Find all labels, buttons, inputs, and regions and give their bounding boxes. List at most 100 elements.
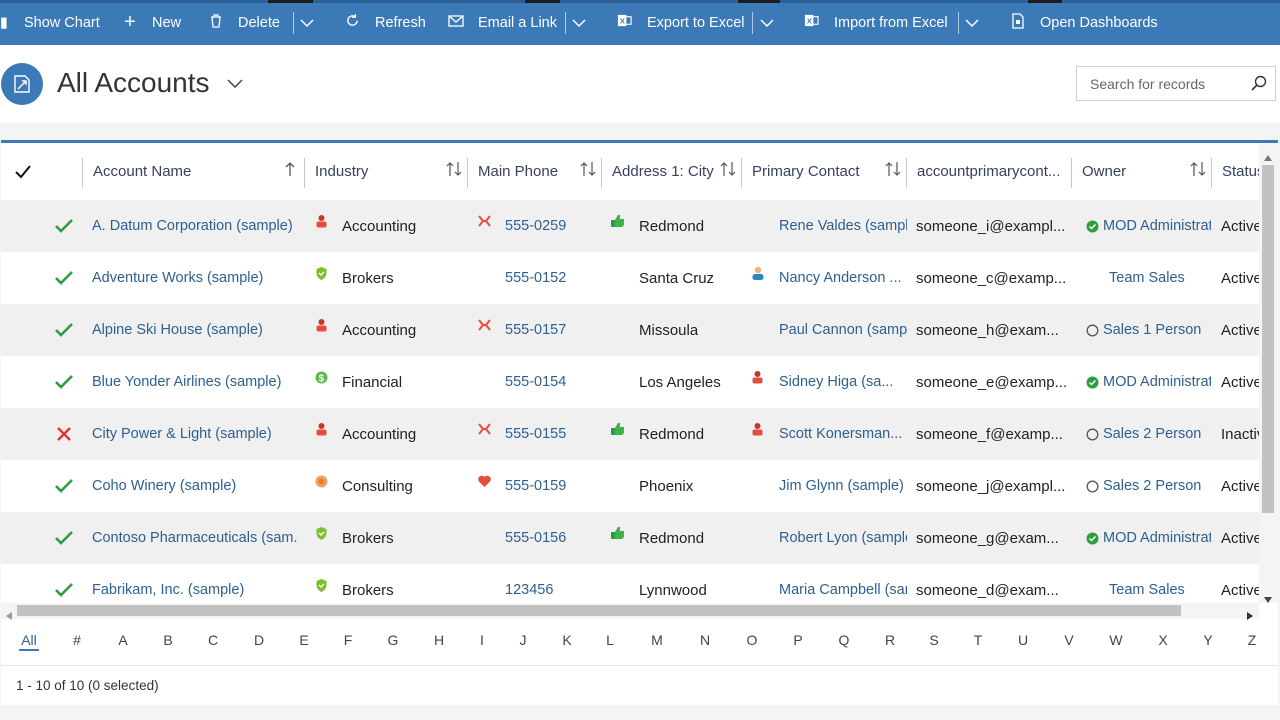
- horizontal-scroll-thumb[interactable]: [17, 605, 1181, 616]
- column-header-account-name[interactable]: Account Name: [93, 143, 293, 200]
- jump-l[interactable]: L: [606, 632, 614, 648]
- scroll-down-arrow-icon[interactable]: [1264, 590, 1272, 606]
- account-name-link[interactable]: Alpine Ski House (sample): [92, 322, 263, 338]
- jump-w[interactable]: W: [1109, 632, 1123, 648]
- owner-link[interactable]: Team Sales: [1109, 270, 1185, 286]
- table-row[interactable]: City Power & Light (sample) Accounting 5…: [1, 408, 1259, 460]
- primary-contact-link[interactable]: Jim Glynn (sample): [779, 478, 904, 494]
- jump-r[interactable]: R: [884, 632, 896, 648]
- table-row[interactable]: Adventure Works (sample) Brokers 555-015…: [1, 252, 1259, 304]
- account-name-link[interactable]: Contoso Pharmaceuticals (sam...: [92, 530, 297, 546]
- jump-p[interactable]: P: [793, 632, 803, 648]
- scroll-up-arrow-icon[interactable]: [1264, 148, 1272, 164]
- primary-contact-link[interactable]: Robert Lyon (sample: [779, 530, 907, 546]
- sort-ascending-icon[interactable]: [285, 161, 295, 180]
- jump-o[interactable]: O: [746, 632, 758, 648]
- owner-link[interactable]: Team Sales: [1109, 582, 1185, 598]
- email-more-chevron-icon[interactable]: [572, 0, 586, 45]
- jump-all[interactable]: All: [19, 632, 39, 651]
- scroll-right-arrow-icon[interactable]: [1247, 607, 1253, 623]
- jump-i[interactable]: I: [480, 632, 484, 648]
- sort-icon[interactable]: [580, 161, 596, 180]
- show-chart-button[interactable]: ▮ Show Chart: [0, 0, 100, 45]
- delete-more-chevron-icon[interactable]: [300, 0, 314, 45]
- column-header-primary-contact[interactable]: Primary Contact: [752, 143, 877, 200]
- owner-link[interactable]: MOD Administrat: [1103, 374, 1211, 390]
- table-row[interactable]: Fabrikam, Inc. (sample) Brokers 123456 L…: [1, 564, 1259, 603]
- jump-g[interactable]: G: [387, 632, 399, 648]
- jump-h[interactable]: H: [433, 632, 445, 648]
- horizontal-scrollbar[interactable]: [1, 603, 1259, 620]
- account-name-link[interactable]: Blue Yonder Airlines (sample): [92, 374, 282, 390]
- table-row[interactable]: Coho Winery (sample) Consulting 555-0159…: [1, 460, 1259, 512]
- column-header-industry[interactable]: Industry: [315, 143, 445, 200]
- sort-icon[interactable]: [720, 161, 736, 180]
- vertical-scroll-thumb[interactable]: [1262, 165, 1274, 513]
- column-header-owner[interactable]: Owner: [1082, 143, 1182, 200]
- jump-k[interactable]: K: [562, 632, 572, 648]
- account-name-link[interactable]: Coho Winery (sample): [92, 478, 237, 494]
- table-row[interactable]: Blue Yonder Airlines (sample) $ Financia…: [1, 356, 1259, 408]
- column-header-main-phone[interactable]: Main Phone: [478, 143, 578, 200]
- jump-x[interactable]: X: [1158, 632, 1168, 648]
- new-button[interactable]: + New: [122, 0, 181, 45]
- scroll-left-arrow-icon[interactable]: [6, 607, 12, 623]
- column-header-status[interactable]: Status: [1222, 143, 1259, 200]
- jump-hash[interactable]: #: [73, 632, 81, 648]
- refresh-button[interactable]: Refresh: [344, 0, 426, 45]
- phone-link[interactable]: 555-0152: [505, 270, 567, 286]
- account-name-link[interactable]: Adventure Works (sample): [92, 270, 264, 286]
- select-all-checkbox[interactable]: [15, 143, 31, 200]
- primary-contact-link[interactable]: Nancy Anderson ...: [779, 270, 902, 286]
- owner-link[interactable]: Sales 1 Person: [1103, 322, 1202, 338]
- phone-link[interactable]: 555-0155: [505, 426, 567, 442]
- phone-link[interactable]: 555-0156: [505, 530, 567, 546]
- jump-n[interactable]: N: [699, 632, 711, 648]
- table-row[interactable]: Alpine Ski House (sample) Accounting 555…: [1, 304, 1259, 356]
- search-input[interactable]: [1077, 67, 1237, 100]
- export-excel-button[interactable]: X Export to Excel: [616, 0, 745, 45]
- phone-link[interactable]: 123456: [505, 582, 554, 598]
- jump-c[interactable]: C: [207, 632, 219, 648]
- column-header-contact-email[interactable]: accountprimarycont...: [917, 143, 1067, 200]
- email-link-button[interactable]: Email a Link: [448, 0, 557, 45]
- jump-e[interactable]: E: [299, 632, 309, 648]
- primary-contact-link[interactable]: Sidney Higa (sa...: [779, 374, 894, 390]
- sort-icon[interactable]: [885, 161, 901, 180]
- owner-link[interactable]: MOD Administrat: [1103, 530, 1211, 546]
- import-more-chevron-icon[interactable]: [965, 0, 979, 45]
- phone-link[interactable]: 555-0259: [505, 218, 567, 234]
- jump-j[interactable]: J: [519, 632, 527, 648]
- import-excel-button[interactable]: X Import from Excel: [803, 0, 948, 45]
- sort-icon[interactable]: [446, 161, 462, 180]
- delete-button[interactable]: Delete: [208, 0, 280, 45]
- primary-contact-link[interactable]: Scott Konersman...: [779, 426, 903, 442]
- account-name-link[interactable]: Fabrikam, Inc. (sample): [92, 582, 245, 598]
- open-dashboards-button[interactable]: Open Dashboards: [1010, 0, 1158, 45]
- view-selector-chevron-icon[interactable]: [227, 75, 243, 91]
- jump-t[interactable]: T: [973, 632, 983, 648]
- jump-f[interactable]: F: [343, 632, 353, 648]
- jump-s[interactable]: S: [929, 632, 939, 648]
- jump-q[interactable]: Q: [838, 632, 850, 648]
- owner-link[interactable]: Sales 2 Person: [1103, 426, 1202, 442]
- jump-m[interactable]: M: [651, 632, 663, 648]
- jump-u[interactable]: U: [1017, 632, 1029, 648]
- primary-contact-link[interactable]: Maria Campbell (sam: [779, 582, 907, 598]
- account-name-link[interactable]: A. Datum Corporation (sample): [92, 218, 293, 234]
- owner-link[interactable]: Sales 2 Person: [1103, 478, 1202, 494]
- export-more-chevron-icon[interactable]: [760, 0, 774, 45]
- primary-contact-link[interactable]: Rene Valdes (sample: [779, 218, 907, 234]
- sort-icon[interactable]: [1190, 161, 1206, 180]
- jump-y[interactable]: Y: [1203, 632, 1213, 648]
- jump-d[interactable]: D: [253, 632, 265, 648]
- phone-link[interactable]: 555-0154: [505, 374, 567, 390]
- phone-link[interactable]: 555-0159: [505, 478, 567, 494]
- phone-link[interactable]: 555-0157: [505, 322, 567, 338]
- jump-b[interactable]: B: [163, 632, 173, 648]
- owner-link[interactable]: MOD Administrat: [1103, 218, 1211, 234]
- primary-contact-link[interactable]: Paul Cannon (sample: [779, 322, 907, 338]
- search-icon[interactable]: [1251, 75, 1267, 94]
- column-header-city[interactable]: Address 1: City: [612, 143, 722, 200]
- jump-z[interactable]: Z: [1247, 632, 1257, 648]
